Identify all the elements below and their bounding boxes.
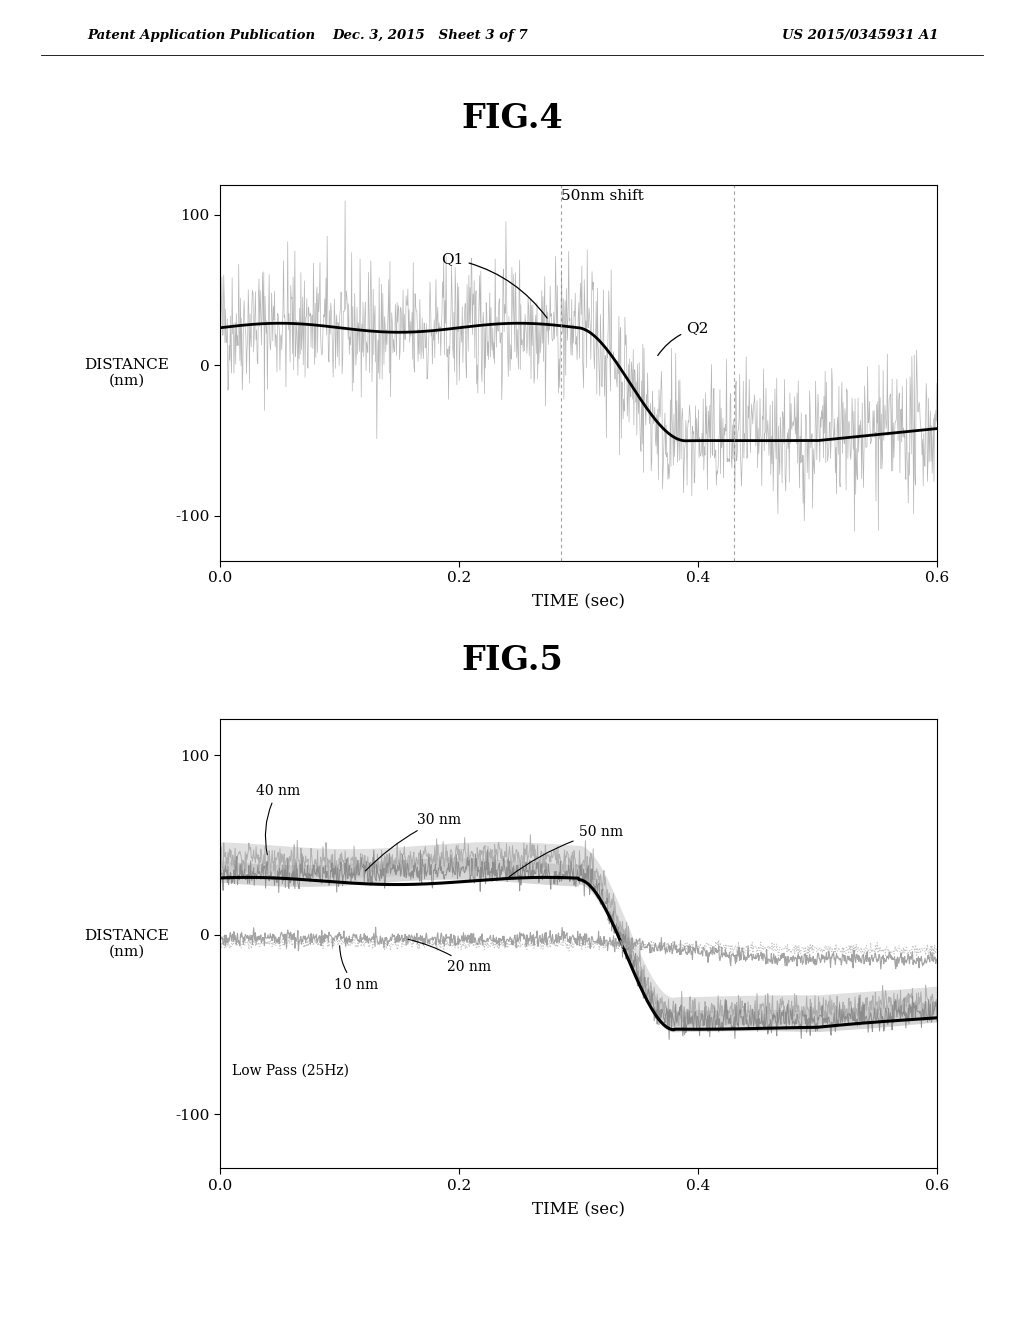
Y-axis label: DISTANCE
(nm): DISTANCE (nm) xyxy=(85,929,169,958)
Text: Q2: Q2 xyxy=(657,321,709,355)
Text: Dec. 3, 2015   Sheet 3 of 7: Dec. 3, 2015 Sheet 3 of 7 xyxy=(332,29,528,42)
Text: FIG.4: FIG.4 xyxy=(461,103,563,135)
Text: 30 nm: 30 nm xyxy=(366,813,462,871)
Text: 50nm shift: 50nm shift xyxy=(561,189,644,203)
Text: 40 nm: 40 nm xyxy=(256,784,300,855)
Text: 10 nm: 10 nm xyxy=(334,945,378,991)
Text: Q1: Q1 xyxy=(441,252,547,318)
X-axis label: TIME (sec): TIME (sec) xyxy=(532,1201,625,1218)
Y-axis label: DISTANCE
(nm): DISTANCE (nm) xyxy=(85,358,169,388)
Text: 20 nm: 20 nm xyxy=(408,940,492,974)
Text: 50 nm: 50 nm xyxy=(509,825,623,876)
Text: US 2015/0345931 A1: US 2015/0345931 A1 xyxy=(782,29,938,42)
Text: Low Pass (25Hz): Low Pass (25Hz) xyxy=(232,1064,349,1078)
Text: Patent Application Publication: Patent Application Publication xyxy=(87,29,315,42)
Text: FIG.5: FIG.5 xyxy=(461,644,563,676)
X-axis label: TIME (sec): TIME (sec) xyxy=(532,594,625,611)
